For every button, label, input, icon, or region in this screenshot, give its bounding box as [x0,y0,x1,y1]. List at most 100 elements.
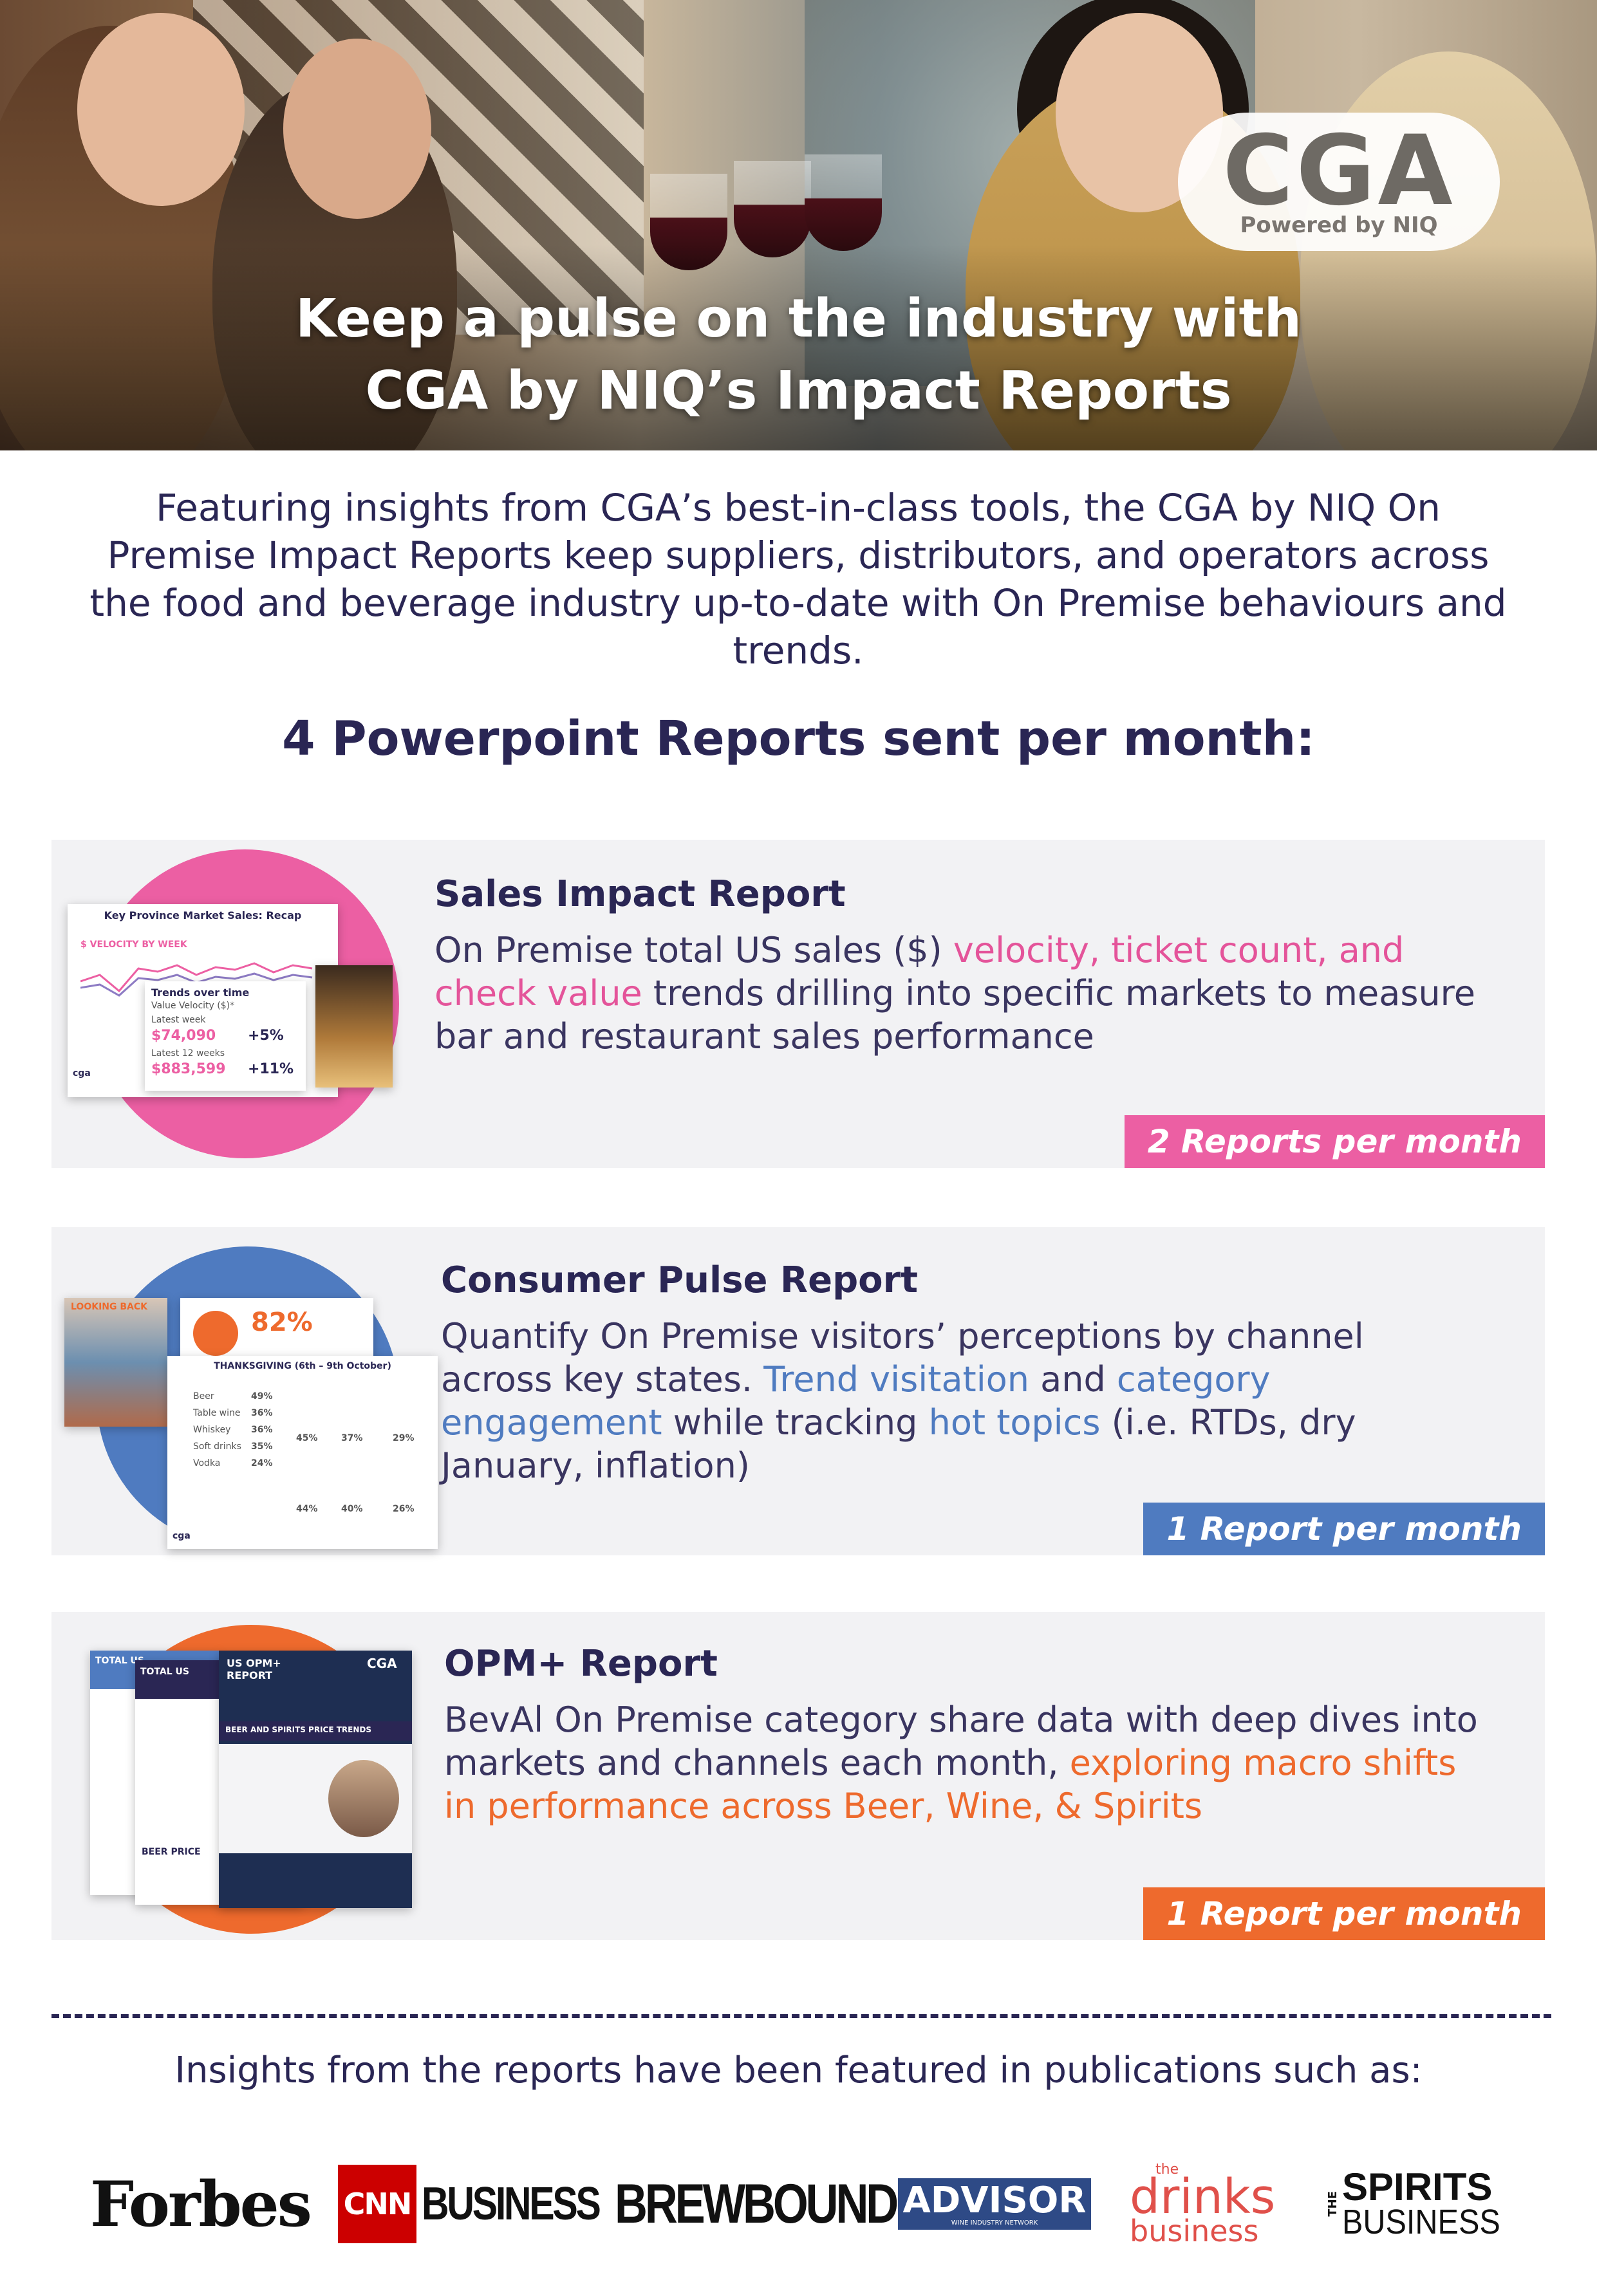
slide-logo: cga [73,1068,91,1079]
advisor-logo: ADVISOR WINE INDUSTRY NETWORK [898,2156,1091,2252]
desc-highlight: category engagement [441,1359,1271,1443]
wine-glass-icon [805,154,882,251]
desc-text: (i.e. RTDs, dry January, inflation) [441,1402,1356,1486]
wine-glass-icon [734,161,811,257]
desc-text: Quantify On Premise visitors’ perception… [441,1316,1364,1400]
featured-heading: Insights from the reports have been feat… [174,2050,1423,2091]
slide-row-values: 49% 36% 36% 35% 24% [251,1388,273,1472]
slide-title: Key Province Market Sales: Recap [104,909,302,921]
desc-text: On Premise total US sales ($) [434,930,953,970]
slide-change-1: +5% [248,1028,284,1044]
desc-highlight: velocity, ticket count, and check value [434,930,1405,1014]
spirits-business-text: BUSINESS [1342,2203,1500,2241]
slide-looking-back: LOOKING BACK [71,1302,147,1312]
slide-value-velocity: Value Velocity ($)* [151,1001,235,1011]
hero-banner: CGA Powered by NIQ Keep a pulse on the i… [0,0,1597,450]
slide-change-2: +11% [248,1061,294,1077]
cga-logo-sub: Powered by NIQ [1240,212,1438,238]
intro-paragraph: Featuring insights from CGA’s best-in-cl… [89,486,1507,672]
slide-col-value: 29% [393,1433,415,1443]
spirits-business-logo: THE SPIRITS BUSINESS [1326,2156,1518,2252]
brewbound-logo: BREWBOUND [615,2156,958,2252]
slide-latest-12: Latest 12 weeks [151,1048,225,1059]
hero-person-1-head [77,13,245,206]
card-description: BevAl On Premise category share data wit… [444,1698,1487,1828]
forbes-logo: Forbes [90,2156,312,2252]
slide-thumbnail: Key Province Market Sales: Recap $ VELOC… [68,904,338,1097]
hero-person-2-head [283,39,431,219]
row-label: Table wine [193,1408,241,1418]
looking-back-photo: LOOKING BACK [64,1298,167,1427]
cnn-business-text: BUSINESS [422,2178,601,2230]
row-label: Soft drinks [193,1441,241,1452]
row-label: Beer [193,1391,214,1402]
slide-cga-logo: CGA [367,1656,397,1671]
slide-value-2: $883,599 [151,1061,226,1077]
desc-text: BevAl On Premise category share data wit… [444,1699,1478,1783]
publication-logos: Forbes CNN BUSINESS BREWBOUND ADVISOR WI… [0,2156,1597,2252]
slide-opm-title: US OPM+ REPORT [227,1657,281,1681]
card-opm-plus: TOTAL US TOTAL US BEER PRICE US OPM+ REP… [51,1612,1545,1940]
frequency-badge: 1 Report per month [1143,1503,1545,1555]
slide-latest-week: Latest week [151,1015,206,1025]
pour-photo [328,1760,399,1837]
desc-highlight: hot topics [928,1402,1101,1443]
spirits-the: THE [1326,2191,1340,2217]
slide-col-value: 45% [296,1433,318,1443]
slide-people-value: 44% [296,1504,318,1514]
slide-subtitle: $ VELOCITY BY WEEK [80,940,187,950]
card-description: On Premise total US sales ($) velocity, … [434,929,1477,1058]
spirits-text: SPIRITS [1342,2165,1493,2208]
slide-inset: Trends over time Value Velocity ($)* Lat… [145,981,306,1091]
slide-total-us: TOTAL US [95,1656,144,1666]
slide-logo: cga [173,1531,191,1541]
desc-highlight: exploring macro shifts in performance ac… [444,1743,1457,1826]
desc-text: while tracking [662,1402,929,1443]
desc-text: trends drilling into specific markets to… [434,973,1475,1057]
drinks-the: the [1155,2162,1179,2178]
slide-title: THANKSGIVING (6th – 9th October) [214,1361,391,1371]
card-title: Consumer Pulse Report [441,1259,919,1301]
advisor-text: ADVISOR [902,2179,1087,2221]
advisor-box: ADVISOR WINE INDUSTRY NETWORK [898,2178,1091,2230]
desc-highlight: Trend visitation [763,1359,1029,1400]
row-value: 36% [251,1408,273,1418]
advisor-sub: WINE INDUSTRY NETWORK [951,2219,1038,2227]
slide-rows: Beer Table wine Whiskey Soft drinks Vodk… [193,1388,241,1472]
slide-trends: Trends over time [151,986,250,999]
hero-title: Keep a pulse on the industry with CGA by… [0,283,1597,427]
slide-people-value: 26% [393,1504,415,1514]
spirits-words: SPIRITS BUSINESS [1342,2165,1518,2241]
desc-text: and [1029,1359,1117,1400]
whiskey-photo [315,965,393,1088]
cga-logo-word: CGA [1222,115,1455,227]
reports-heading: 4 Powerpoint Reports sent per month: [282,711,1315,766]
row-value: 35% [251,1441,273,1452]
row-value: 36% [251,1425,273,1435]
slide-people-value: 40% [341,1504,363,1514]
drinks-business-text: business [1130,2214,1259,2248]
hero-title-line-1: Keep a pulse on the industry with [295,288,1302,349]
slide-band [219,1721,412,1741]
slide-col-value: 37% [341,1433,363,1443]
cga-logo: CGA Powered by NIQ [1178,113,1500,251]
slide-percent: 82% [251,1308,313,1337]
fork-knife-icon [193,1311,238,1356]
frequency-badge: 2 Reports per month [1124,1115,1545,1168]
row-label: Vodka [193,1458,221,1468]
slide-opm-cover: US OPM+ REPORT CGA BEER AND SPIRITS PRIC… [219,1651,412,1908]
row-label: Whiskey [193,1425,231,1435]
cnn-business-logo: CNN BUSINESS [338,2156,638,2252]
drinks-business-logo: the drinks business [1130,2156,1275,2252]
card-consumer-pulse: LOOKING BACK 82% THANKSGIVING (6th – 9th… [51,1227,1545,1555]
card-title: OPM+ Report [444,1643,718,1685]
frequency-badge: 1 Report per month [1143,1887,1545,1940]
cnn-box: CNN [338,2165,416,2243]
drinks-text: drinks [1130,2169,1276,2225]
slide-value-1: $74,090 [151,1028,216,1044]
card-description: Quantify On Premise visitors’ perception… [441,1315,1484,1487]
slide-beer-price: BEER PRICE [142,1847,201,1857]
dashed-divider [51,2014,1551,2018]
slide-thanksgiving: THANKSGIVING (6th – 9th October) Beer Ta… [167,1356,438,1549]
brewbound-text: BREWBOUND [615,2172,899,2235]
